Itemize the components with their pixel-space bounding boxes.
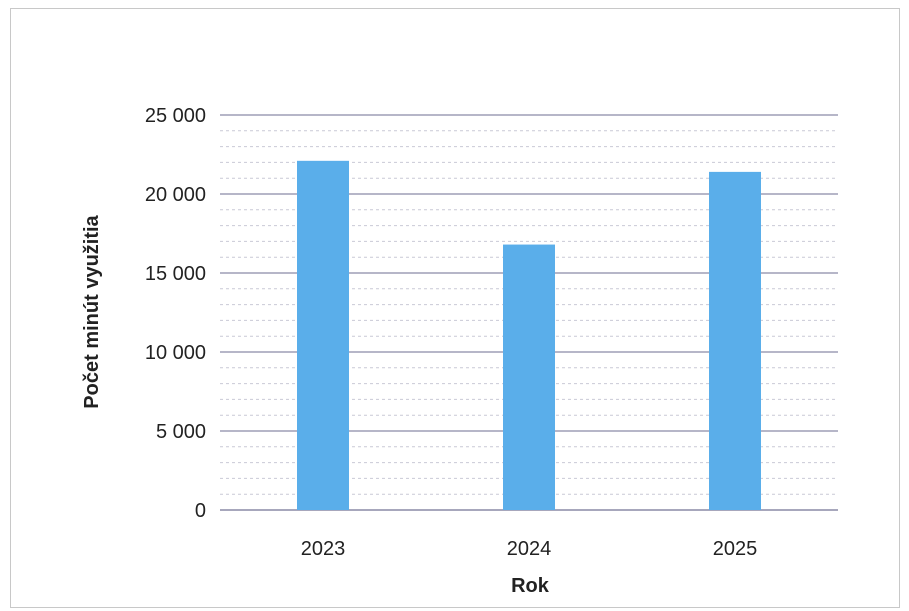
bar-2023 (297, 160, 349, 510)
bar-2024 (503, 244, 555, 510)
x-tick-labels: 2023 2024 2025 (301, 538, 758, 560)
x-tick-label: 2023 (301, 538, 346, 560)
bar-2025 (709, 171, 761, 510)
x-tick-label: 2024 (507, 538, 552, 560)
y-tick-label: 0 (195, 500, 206, 522)
y-tick-labels: 0 5 000 10 000 15 000 20 000 25 000 (145, 105, 206, 522)
y-tick-label: 15 000 (145, 263, 206, 285)
y-tick-label: 10 000 (145, 342, 206, 364)
bars (297, 160, 761, 510)
y-tick-label: 5 000 (156, 421, 206, 443)
y-tick-label: 25 000 (145, 105, 206, 127)
y-tick-label: 20 000 (145, 184, 206, 206)
x-tick-label: 2025 (713, 538, 758, 560)
x-axis-title: Rok (511, 575, 550, 597)
y-axis-title: Počet minút využitia (81, 214, 103, 408)
